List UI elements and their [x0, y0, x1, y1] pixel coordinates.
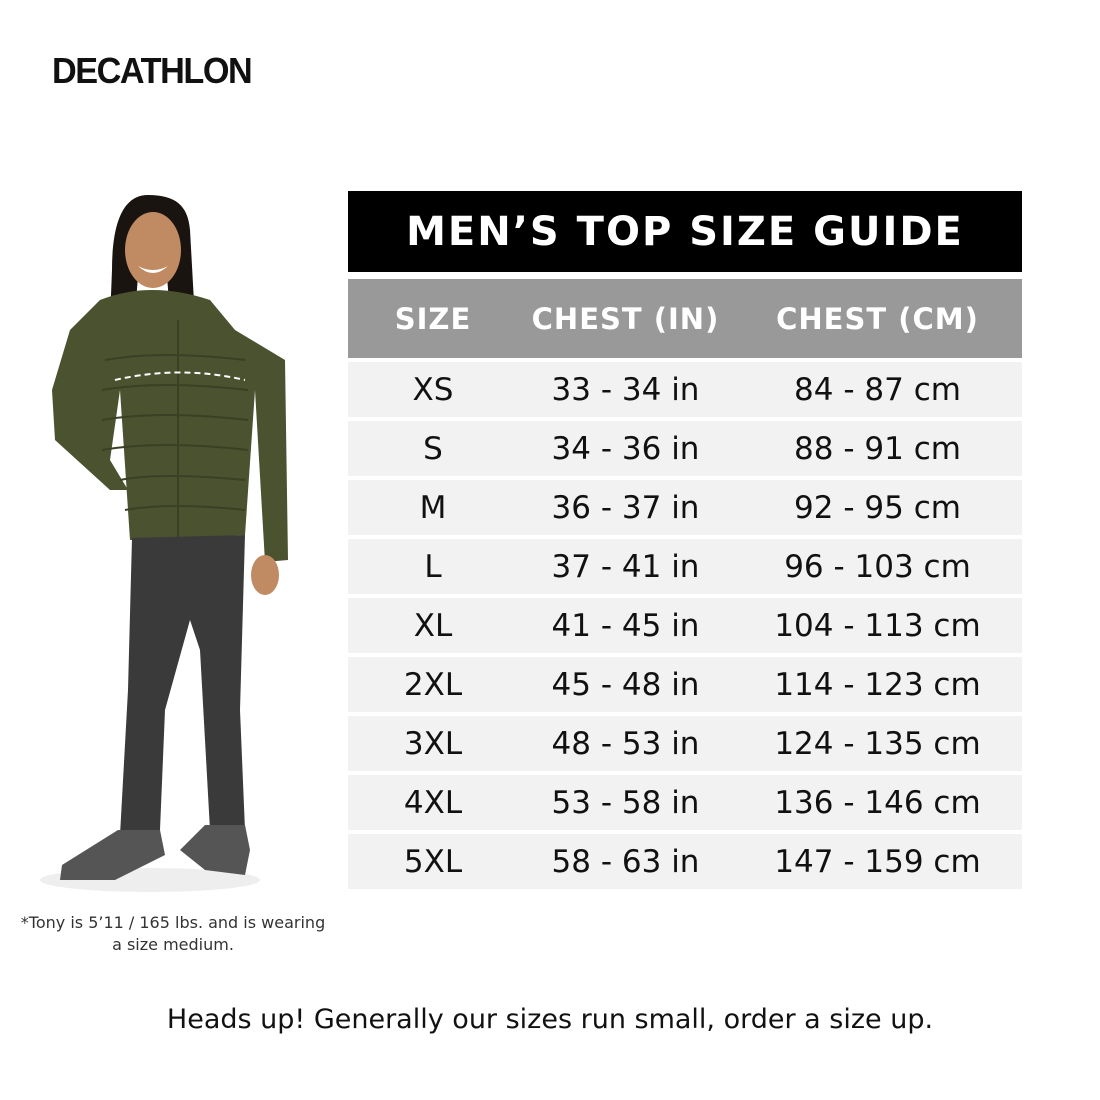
chest-in-cell: 58 - 63 in [551, 843, 700, 880]
chest-cm-cell: 84 - 87 cm [794, 371, 961, 408]
chest-cm-cell: 124 - 135 cm [774, 725, 981, 762]
table-row: 5XL 58 - 63 in 147 - 159 cm [348, 834, 1022, 889]
size-cell: S [423, 430, 443, 467]
chest-in-cell: 45 - 48 in [551, 666, 700, 703]
size-cell: 2XL [403, 666, 463, 703]
size-guide-table: MEN’S TOP SIZE GUIDE SIZE CHEST (IN) CHE… [348, 191, 1022, 889]
size-cell: M [419, 489, 447, 526]
chest-in-cell: 34 - 36 in [551, 430, 700, 467]
size-cell: XL [413, 607, 453, 644]
model-photo [40, 195, 288, 892]
chest-in-cell: 33 - 34 in [551, 371, 700, 408]
size-cell: 4XL [403, 784, 463, 821]
model-caption: *Tony is 5’11 / 165 lbs. and is wearing … [20, 913, 326, 954]
column-header-chest-cm: CHEST (CM) [776, 301, 979, 336]
size-cell: 5XL [403, 843, 463, 880]
column-header-chest-in: CHEST (IN) [531, 301, 720, 336]
footer-note: Heads up! Generally our sizes run small,… [166, 1004, 934, 1035]
table-title: MEN’S TOP SIZE GUIDE [348, 191, 1022, 272]
chest-in-cell: 53 - 58 in [551, 784, 700, 821]
chest-cm-cell: 88 - 91 cm [794, 430, 961, 467]
chest-cm-cell: 147 - 159 cm [774, 843, 981, 880]
chest-cm-cell: 92 - 95 cm [794, 489, 961, 526]
table-row: M 36 - 37 in 92 - 95 cm [348, 480, 1022, 535]
table-header: SIZE CHEST (IN) CHEST (CM) [348, 279, 1022, 358]
chest-in-cell: 37 - 41 in [551, 548, 700, 585]
table-row: 4XL 53 - 58 in 136 - 146 cm [348, 775, 1022, 830]
chest-in-cell: 41 - 45 in [551, 607, 700, 644]
table-row: L 37 - 41 in 96 - 103 cm [348, 539, 1022, 594]
table-row: XS 33 - 34 in 84 - 87 cm [348, 362, 1022, 417]
chest-cm-cell: 114 - 123 cm [774, 666, 981, 703]
decathlon-logo: DECATHLON [52, 50, 253, 91]
size-cell: XS [412, 371, 454, 408]
size-cell: 3XL [403, 725, 463, 762]
chest-in-cell: 48 - 53 in [551, 725, 700, 762]
table-row: XL 41 - 45 in 104 - 113 cm [348, 598, 1022, 653]
chest-cm-cell: 104 - 113 cm [774, 607, 981, 644]
chest-cm-cell: 136 - 146 cm [774, 784, 981, 821]
table-row: 2XL 45 - 48 in 114 - 123 cm [348, 657, 1022, 712]
chest-in-cell: 36 - 37 in [551, 489, 700, 526]
column-header-size: SIZE [394, 301, 472, 336]
chest-cm-cell: 96 - 103 cm [784, 548, 971, 585]
table-row: S 34 - 36 in 88 - 91 cm [348, 421, 1022, 476]
table-row: 3XL 48 - 53 in 124 - 135 cm [348, 716, 1022, 771]
size-cell: L [424, 548, 442, 585]
